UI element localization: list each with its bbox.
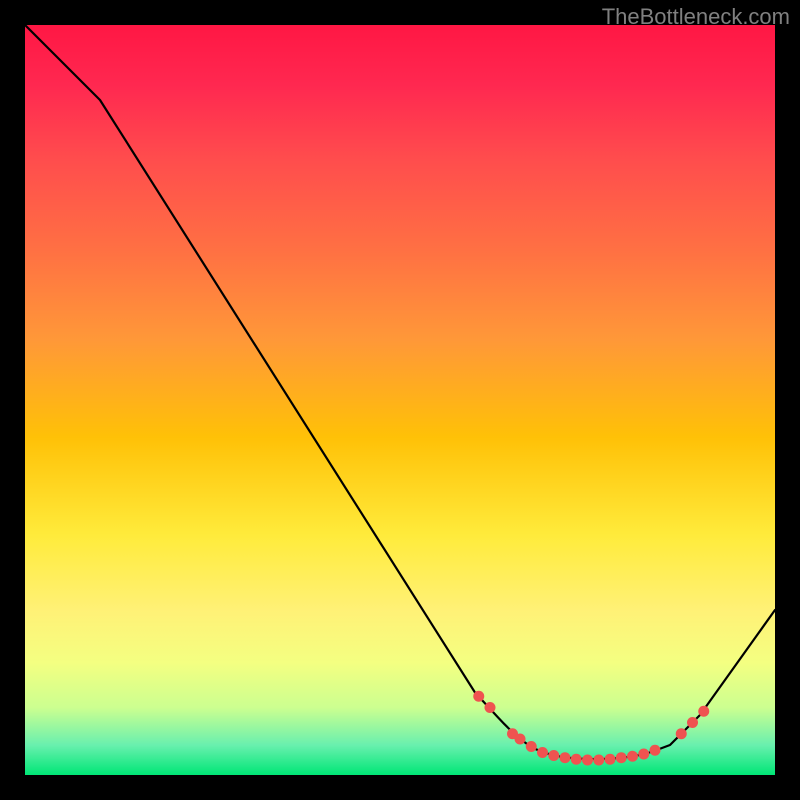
data-marker <box>676 728 687 739</box>
data-marker <box>571 754 582 765</box>
data-marker <box>638 749 649 760</box>
data-marker <box>473 691 484 702</box>
chart-svg <box>25 25 775 775</box>
data-marker <box>616 752 627 763</box>
watermark-text: TheBottleneck.com <box>602 4 790 30</box>
data-marker <box>548 750 559 761</box>
data-marker <box>526 741 537 752</box>
data-marker <box>537 747 548 758</box>
data-marker <box>650 745 661 756</box>
data-marker <box>485 702 496 713</box>
data-marker <box>698 706 709 717</box>
data-marker <box>515 734 526 745</box>
data-marker <box>593 755 604 766</box>
data-marker <box>560 752 571 763</box>
data-marker <box>605 754 616 765</box>
chart-background <box>25 25 775 775</box>
data-marker <box>582 755 593 766</box>
data-marker <box>687 717 698 728</box>
data-marker <box>627 751 638 762</box>
bottleneck-chart <box>25 25 775 775</box>
